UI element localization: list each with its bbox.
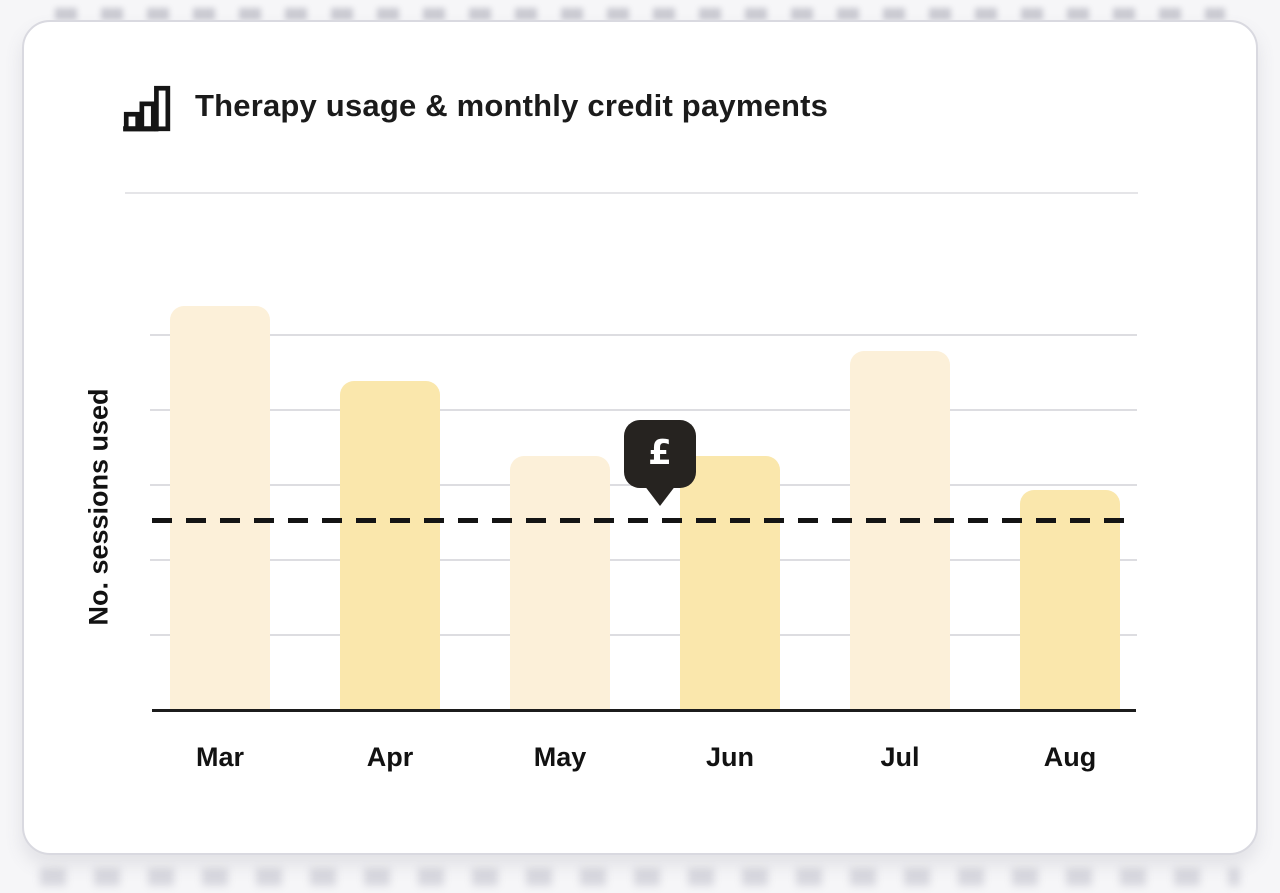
- bar-mar[interactable]: [170, 306, 270, 711]
- x-label-apr: Apr: [366, 742, 414, 772]
- y-axis-label: No. sessions used: [83, 388, 114, 626]
- blurred-content-bottom: [40, 868, 1240, 886]
- x-label-mar: Mar: [195, 742, 244, 772]
- gridline: [150, 634, 1137, 636]
- bar-jun[interactable]: [680, 456, 780, 711]
- pound-sign-label: £: [648, 433, 672, 473]
- credit-threshold-dashed-line: [152, 518, 1133, 523]
- bar-chart-plot: No. sessions used £ Mar Apr May Jun Jul Aug: [24, 22, 1256, 853]
- x-label-jul: Jul: [880, 742, 920, 772]
- chart-card: Therapy usage & monthly credit payments …: [22, 20, 1258, 855]
- bar-chart-icon: [120, 82, 172, 134]
- tooltip-pointer-icon: [644, 485, 676, 506]
- x-label-may: May: [533, 742, 587, 772]
- chart-title: Therapy usage & monthly credit payments: [195, 88, 829, 123]
- x-label-jun: Jun: [705, 742, 754, 772]
- gridline: [150, 559, 1137, 561]
- bar-apr[interactable]: [340, 381, 440, 711]
- gridline: [150, 334, 1137, 336]
- bar-jul[interactable]: [850, 351, 950, 711]
- title-divider: [125, 192, 1138, 194]
- x-label-aug: Aug: [1043, 742, 1097, 772]
- blurred-content-top: [55, 8, 1225, 20]
- bar-may[interactable]: [510, 456, 610, 711]
- x-axis-line: [152, 709, 1136, 712]
- gridline: [150, 409, 1137, 411]
- bar-aug[interactable]: [1020, 490, 1120, 711]
- credit-payment-marker[interactable]: £: [624, 420, 696, 506]
